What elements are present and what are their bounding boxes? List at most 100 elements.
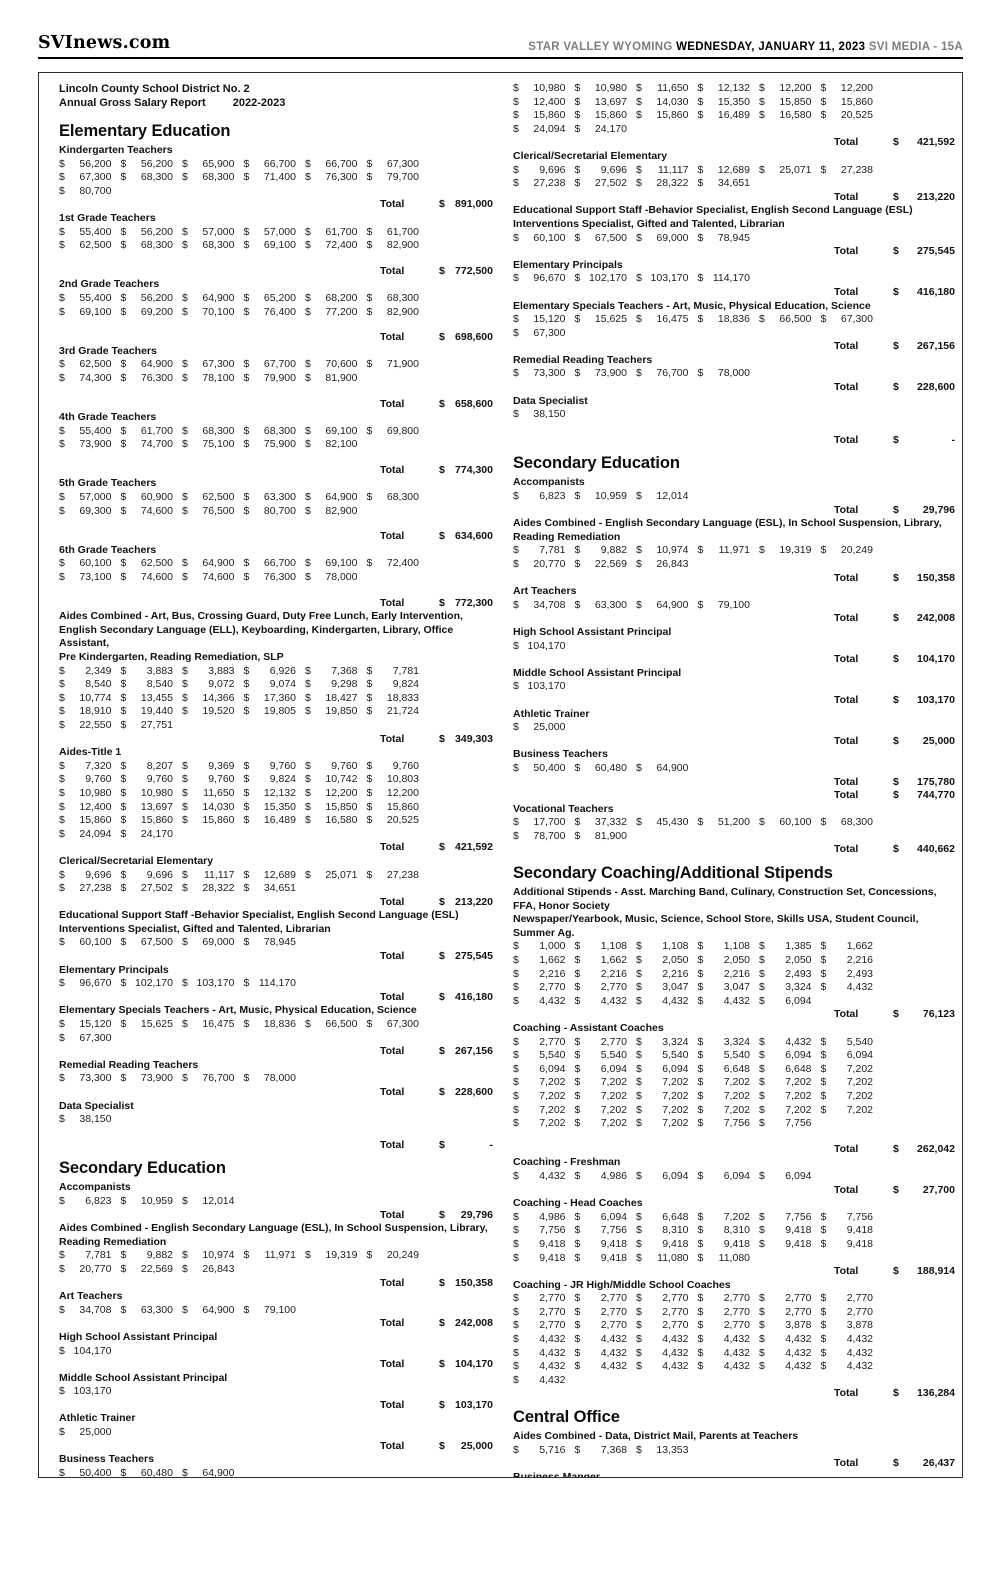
- salary-cell: $34,708: [513, 599, 575, 613]
- salary-value: 9,696: [146, 868, 173, 881]
- salary-row: $9,696 $9,696 $11,117 $12,689 $25,071 $27,238: [59, 869, 495, 883]
- currency-symbol: $: [636, 1305, 642, 1318]
- total-row: Total $188,914: [513, 1265, 957, 1279]
- group-title-line: Newspaper/Yearbook, Music, Science, Scho…: [513, 913, 919, 939]
- currency-symbol: $: [574, 981, 581, 994]
- salary-cell: $66,700: [305, 158, 367, 172]
- salary-cell: $2,216: [575, 968, 637, 982]
- salary-cell: $8,310: [636, 1224, 698, 1238]
- salary-cell: $17,360: [244, 692, 306, 706]
- salary-value: 19,319: [325, 1249, 358, 1262]
- salary-row: $34,708 $63,300 $64,900 $79,100: [59, 1304, 495, 1318]
- total-label: Total: [834, 734, 859, 747]
- salary-row: $7,202 $7,202 $7,202 $7,202 $7,202 $7,202: [513, 1104, 957, 1118]
- currency-symbol: $: [759, 1333, 765, 1346]
- salary-value: 4,432: [785, 1346, 812, 1359]
- salary-cell: $9,074: [244, 678, 306, 692]
- total-label: Total: [834, 503, 859, 516]
- salary-value: 55,400: [79, 225, 112, 238]
- salary-group: High School Assistant Principal $104,170 T…: [59, 1331, 495, 1372]
- salary-cell: $79,100: [698, 599, 760, 613]
- salary-group: Elementary Principals $96,670 $102,170 $103…: [59, 964, 495, 1005]
- group-title-line: 6th Grade Teachers: [59, 543, 157, 556]
- salary-value: 7,202: [539, 1089, 566, 1102]
- salary-value: 7,368: [331, 664, 358, 677]
- currency-symbol: $: [59, 1303, 65, 1316]
- salary-value: 7,781: [85, 1249, 112, 1262]
- currency-symbol: $: [697, 1251, 704, 1264]
- currency-symbol: $: [120, 827, 127, 840]
- salary-value: 76,300: [325, 171, 358, 184]
- currency-symbol: $: [574, 1049, 581, 1062]
- salary-cell: $6,094: [636, 1170, 698, 1184]
- salary-group: 3rd Grade Teachers $62,500 $64,900 $67,300 $…: [59, 345, 495, 411]
- salary-cell: $12,200: [305, 787, 367, 801]
- currency-symbol: $: [893, 1265, 899, 1278]
- currency-symbol: $: [893, 503, 899, 516]
- salary-value: 73,900: [140, 1072, 173, 1085]
- salary-value: 66,500: [325, 1018, 358, 1031]
- salary-value: 7,781: [392, 664, 419, 677]
- salary-value: 25,071: [779, 163, 812, 176]
- salary-row: $7,202 $7,202 $7,202 $7,202 $7,202 $7,202: [513, 1076, 957, 1090]
- salary-cell: $7,202: [698, 1104, 760, 1118]
- salary-cell: $9,418: [513, 1252, 575, 1266]
- currency-symbol: $: [182, 305, 188, 318]
- salary-cell: $7,756: [575, 1224, 637, 1238]
- currency-symbol: $: [513, 680, 519, 693]
- currency-symbol: $: [893, 653, 899, 666]
- total-row: Total $416,180: [513, 286, 957, 300]
- total-amount: 275,545: [455, 950, 493, 963]
- total-label: Total: [380, 1358, 405, 1371]
- salary-row: $20,770 $22,569 $26,843: [513, 558, 957, 572]
- salary-group: Additional Stipends - Asst. Marching Ban…: [513, 886, 957, 1022]
- total-label: Total: [834, 245, 859, 258]
- salary-group: Business Teachers$50,400$60,480$64,900To…: [59, 1453, 495, 1477]
- salary-cell: $27,238: [367, 869, 429, 883]
- section-heading: Secondary Coaching/Additional Stipends: [513, 864, 833, 883]
- salary-value: 103,170: [527, 680, 566, 693]
- report-column-right: $10,980 $10,980 $11,650 $12,132 $12,200 $12,2…: [513, 82, 957, 1477]
- group-title-line: Educational Support Staff -Behavior Spec…: [513, 204, 913, 217]
- salary-value: 12,014: [656, 490, 689, 503]
- salary-row: $67,300 $68,300 $68,300 $71,400 $76,300 $79,7…: [59, 171, 495, 185]
- total-row: Total $76,123: [513, 1008, 957, 1022]
- salary-cell: $7,202: [513, 1104, 575, 1118]
- salary-value: 2,770: [723, 1319, 750, 1332]
- currency-symbol: $: [513, 313, 519, 326]
- currency-symbol: $: [182, 691, 188, 704]
- currency-symbol: $: [697, 177, 704, 190]
- salary-cell: $64,900: [636, 762, 698, 776]
- currency-symbol: $: [697, 994, 704, 1007]
- salary-value: 1,108: [723, 940, 750, 953]
- salary-row: $15,120 $15,625 $16,475 $18,836 $66,500 $67,3…: [59, 1018, 495, 1032]
- salary-cell: $4,432: [575, 1333, 637, 1347]
- currency-symbol: $: [513, 231, 519, 244]
- currency-symbol: $: [439, 463, 445, 476]
- currency-symbol: $: [305, 759, 311, 772]
- currency-symbol: $: [759, 1237, 765, 1250]
- currency-symbol: $: [636, 1319, 642, 1332]
- currency-symbol: $: [305, 571, 311, 584]
- currency-symbol: $: [59, 786, 65, 799]
- currency-symbol: $: [636, 940, 642, 953]
- group-title-line: Elementary Specials Teachers - Art, Musi…: [59, 1004, 417, 1017]
- currency-symbol: $: [759, 981, 765, 994]
- salary-cell: $7,202: [636, 1117, 698, 1131]
- salary-value: 4,432: [785, 1360, 812, 1373]
- salary-value: 12,014: [202, 1194, 235, 1207]
- total-amount: 242,008: [455, 1317, 493, 1330]
- currency-symbol: $: [305, 664, 311, 677]
- salary-cell: $63,300: [121, 1304, 183, 1318]
- salary-cell: $9,824: [367, 678, 429, 692]
- currency-symbol: $: [820, 1305, 827, 1318]
- currency-symbol: $: [59, 371, 65, 384]
- salary-cell: $27,502: [121, 882, 183, 896]
- salary-row: $7,320 $8,207 $9,369 $9,760 $9,760 $9,760: [59, 760, 495, 774]
- group-title-line: Vocational Teachers: [513, 802, 614, 815]
- salary-row: $69,300 $74,600 $76,500 $80,700 $82,900: [59, 505, 495, 519]
- currency-symbol: $: [366, 305, 373, 318]
- currency-symbol: $: [574, 1237, 581, 1250]
- currency-symbol: $: [120, 1303, 127, 1316]
- total-label: Total: [380, 397, 405, 410]
